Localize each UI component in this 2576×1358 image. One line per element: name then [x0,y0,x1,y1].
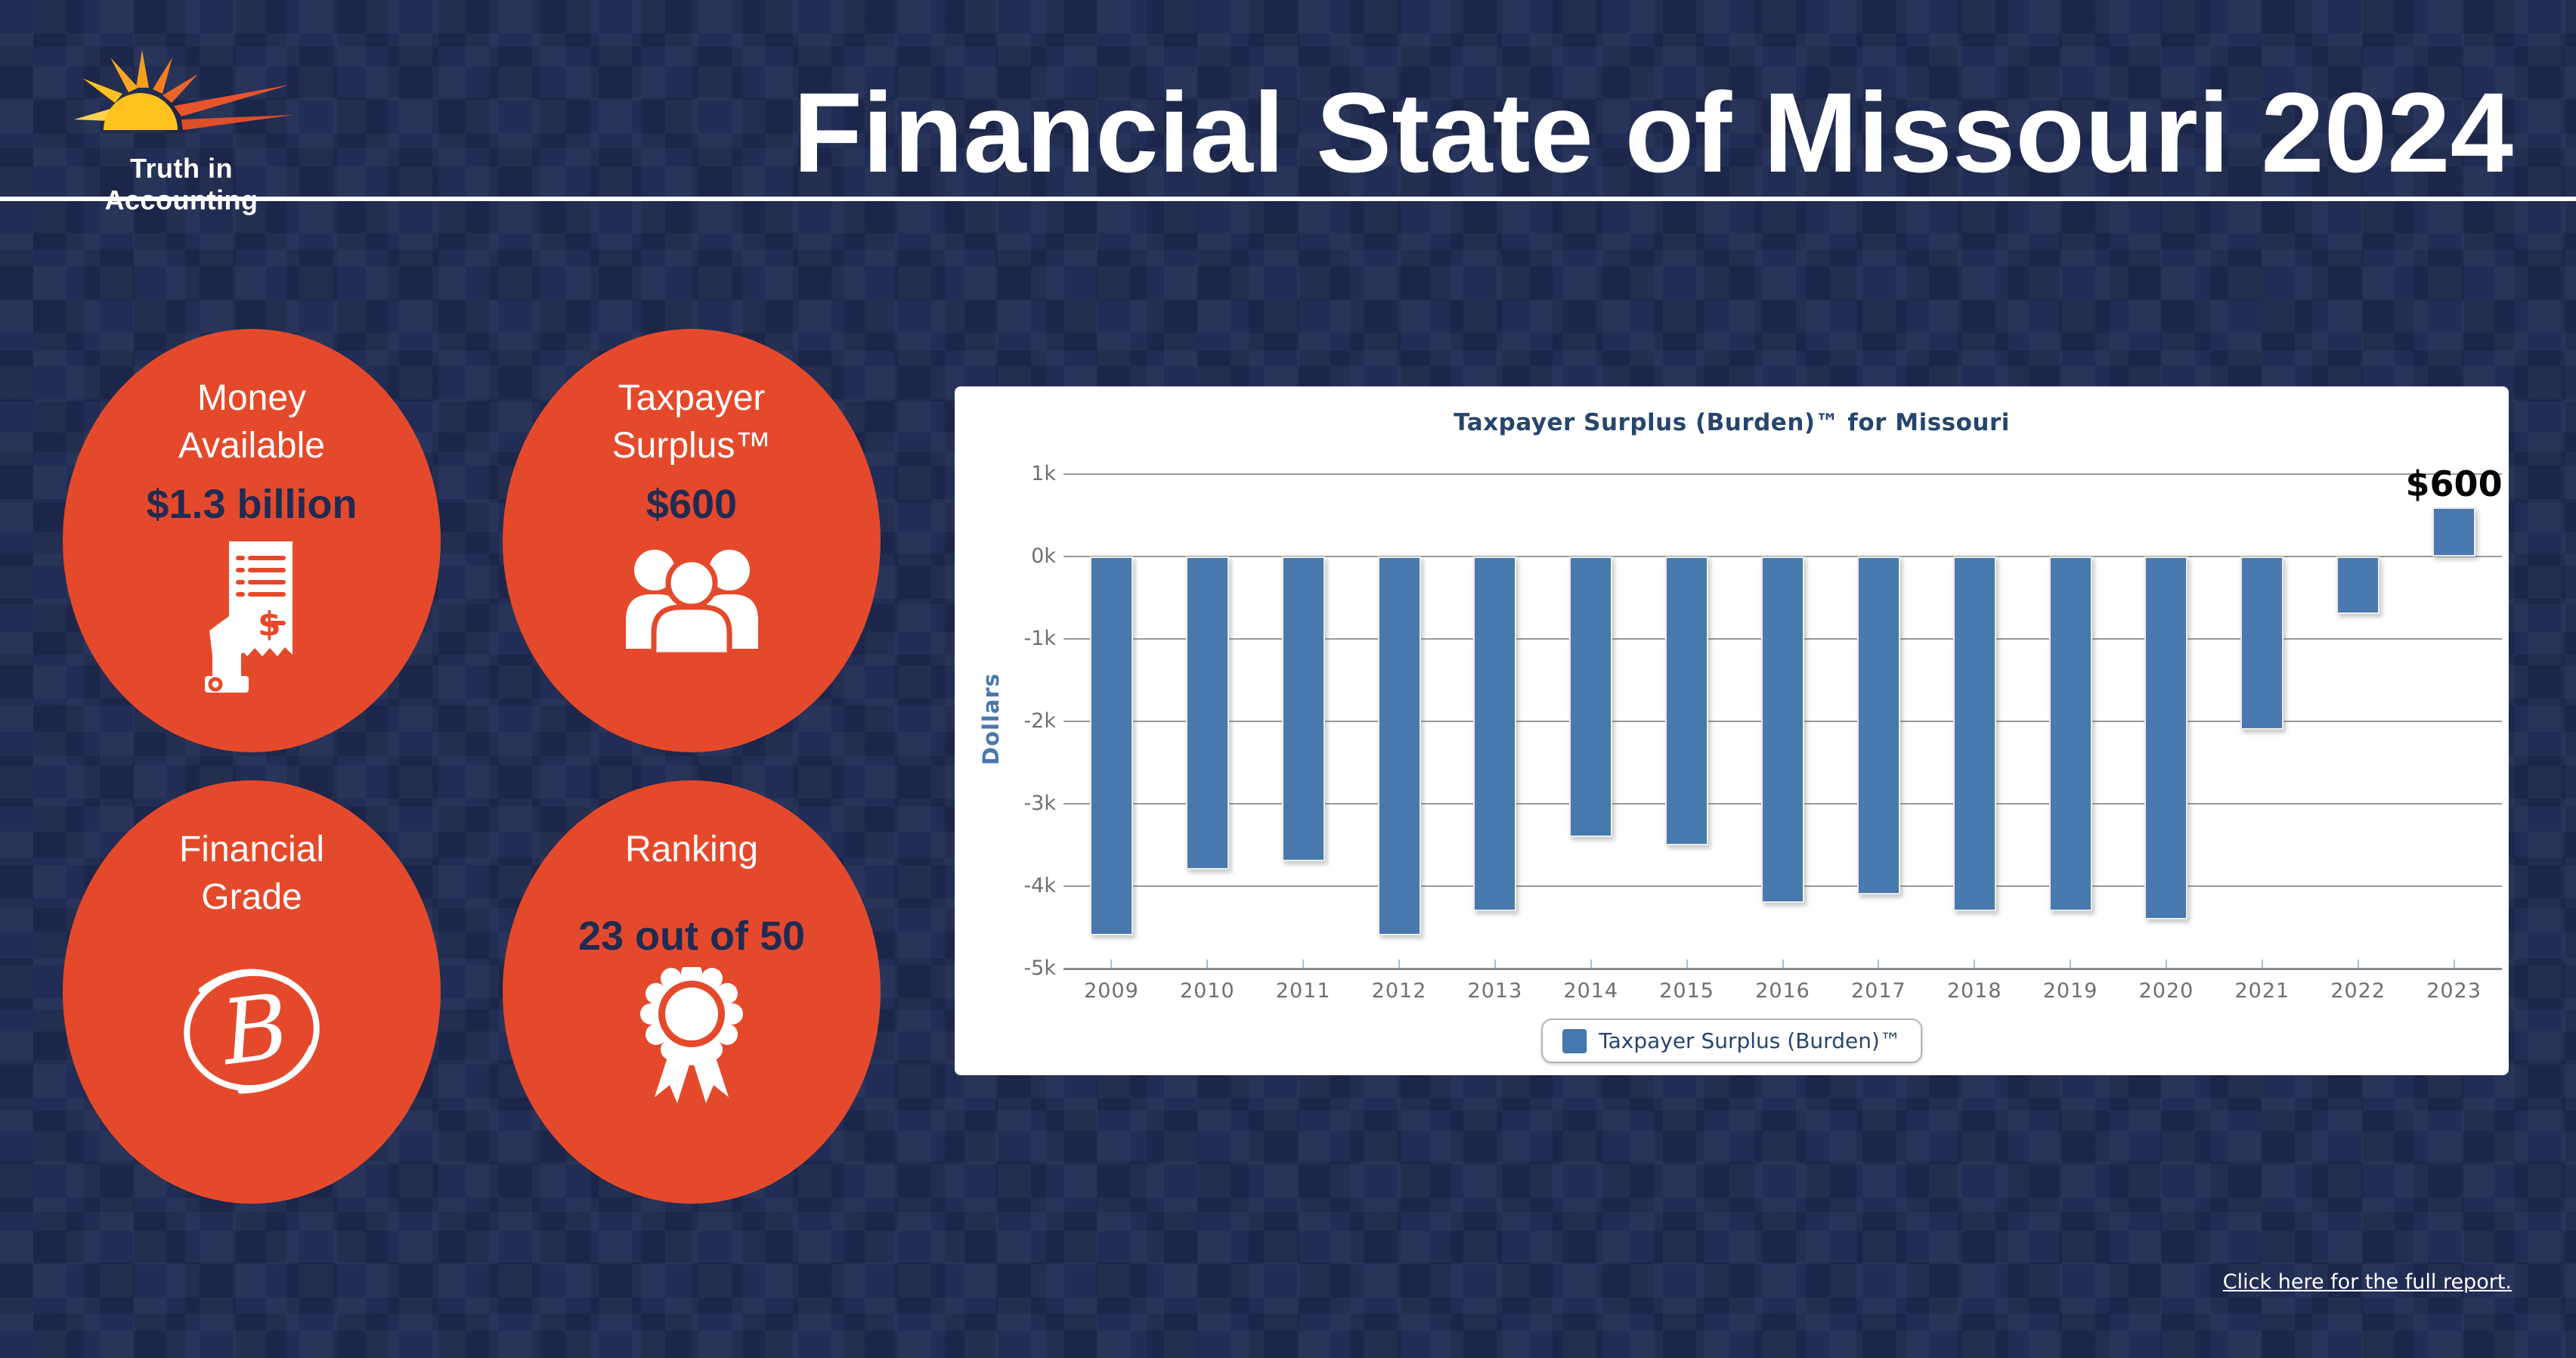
x-tick [2070,960,2072,968]
svg-text:$: $ [258,605,281,643]
taxpayer-surplus-value: $600 [646,481,738,527]
bar-2022[interactable] [2336,557,2380,615]
logo-text: Truth in Accounting [105,153,258,215]
x-axis-label: 2010 [1179,979,1235,1003]
receipt-hand-icon: $ [205,541,293,693]
bar-2012[interactable] [1377,557,1421,936]
money-available-label-line2: Available [178,426,325,467]
award-ribbon-icon [640,963,743,1104]
y-tick-label: -4k [1023,874,1056,898]
chart-legend[interactable]: Taxpayer Surplus (Burden)™ [1541,1018,1922,1063]
brand-logo: Truth in Accounting [68,47,302,215]
page-title: Financial State of Missouri 2024 [793,69,2513,196]
money-available-label-line1: Money [197,378,307,418]
x-tick [1206,960,1209,968]
gridline-1k [1064,473,2502,475]
stat-circle-money-available: Money Available $1.3 billion $ [63,329,441,752]
chart-panel: Taxpayer Surplus (Burden)™ for Missouri … [955,386,2509,1075]
x-axis-label: 2021 [2234,979,2290,1003]
x-axis-label: 2016 [1755,979,1810,1003]
x-axis-label: 2022 [2330,979,2386,1003]
x-axis-label: 2023 [2426,979,2482,1003]
x-axis-label: 2011 [1275,979,1331,1003]
y-tick-label: 1k [1031,462,1056,485]
people-group-icon [625,549,758,658]
x-tick [1782,960,1784,968]
x-tick [1110,960,1113,968]
stat-circle-ranking: Ranking 23 out of 50 [503,780,881,1204]
bar-2017[interactable] [1856,557,1900,894]
financial-grade-label-line2: Grade [201,877,302,918]
bar-2013[interactable] [1473,557,1517,911]
x-tick [1494,960,1496,968]
stat-circle-taxpayer-surplus: Taxpayer Surplus™ $600 [503,329,881,752]
x-tick [2165,960,2167,968]
x-axis-label: 2009 [1084,979,1139,1003]
chart-title: Taxpayer Surplus (Burden)™ for Missouri [1454,409,2010,436]
x-tick [2453,960,2455,968]
ranking-value: 23 out of 50 [577,913,806,960]
x-tick [2357,960,2359,968]
bar-2009[interactable] [1089,557,1133,936]
y-tick-label: 0k [1031,544,1056,568]
x-tick [1878,960,1880,968]
legend-label: Taxpayer Surplus (Burden)™ [1599,1028,1901,1053]
x-axis-label: 2020 [2138,979,2194,1003]
x-tick [2261,960,2263,968]
financial-grade-label-line1: Financial [178,829,325,870]
legend-swatch [1562,1028,1587,1053]
bar-2016[interactable] [1761,557,1804,903]
y-tick-label: -3k [1023,792,1056,815]
x-tick [1686,960,1688,968]
gridline--5k [1064,968,2502,970]
x-axis-label: 2019 [2042,979,2098,1003]
stat-circle-financial-grade: Financial Grade B [63,780,441,1204]
bar-2015[interactable] [1665,557,1709,845]
taxpayer-surplus-label-line2: Surplus™ [611,426,772,467]
bar-2011[interactable] [1281,557,1325,862]
bar-2021[interactable] [2240,557,2284,730]
bar-2019[interactable] [2048,557,2092,911]
ranking-label: Ranking [624,829,759,870]
bar-2023[interactable] [2432,507,2476,557]
x-axis-label: 2015 [1659,979,1714,1003]
x-axis-label: 2017 [1851,979,1906,1003]
x-tick [1302,960,1305,968]
x-tick [1974,960,1976,968]
y-tick-label: -2k [1023,709,1056,733]
grade-letter: B [215,973,294,1085]
x-tick [1590,960,1592,968]
taxpayer-surplus-label-line1: Taxpayer [618,378,766,418]
bar-2020[interactable] [2144,557,2188,919]
money-available-value: $1.3 billion [146,481,358,527]
x-tick [1398,960,1401,968]
header-divider [0,197,2576,201]
bar-value-annotation: $600 [2405,463,2503,504]
full-report-link[interactable]: Click here for the full report. [2222,1270,2512,1294]
bar-2018[interactable] [1952,557,1996,911]
y-tick-label: -1k [1023,627,1056,650]
x-axis-label: 2013 [1467,979,1523,1003]
bar-2014[interactable] [1569,557,1613,837]
x-axis-label: 2018 [1946,979,2002,1003]
header-bar: Truth in Accounting Financial State of M… [0,0,2576,215]
x-axis-label: 2014 [1563,979,1619,1003]
sun-icon [74,50,293,130]
grade-b-circle-icon: B [183,969,320,1094]
y-tick-label: -5k [1023,956,1056,980]
bar-2010[interactable] [1185,557,1229,870]
x-axis-label: 2012 [1371,979,1427,1003]
